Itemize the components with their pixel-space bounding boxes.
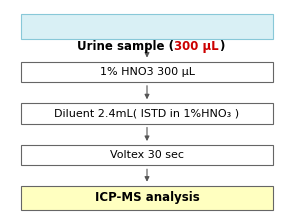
FancyBboxPatch shape: [21, 186, 273, 210]
Text: Voltex 30 sec: Voltex 30 sec: [110, 150, 184, 160]
Text: 300 μL: 300 μL: [174, 40, 219, 53]
FancyBboxPatch shape: [21, 145, 273, 165]
Text: Urine sample (: Urine sample (: [77, 40, 174, 53]
Text: ICP-MS analysis: ICP-MS analysis: [95, 192, 199, 204]
FancyBboxPatch shape: [21, 62, 273, 82]
FancyBboxPatch shape: [21, 103, 273, 124]
Text: ): ): [219, 40, 224, 53]
Text: Diluent 2.4mL( ISTD in 1%HNO₃ ): Diluent 2.4mL( ISTD in 1%HNO₃ ): [54, 108, 240, 118]
Text: 1% HNO3 300 μL: 1% HNO3 300 μL: [99, 67, 195, 77]
FancyBboxPatch shape: [21, 15, 273, 39]
